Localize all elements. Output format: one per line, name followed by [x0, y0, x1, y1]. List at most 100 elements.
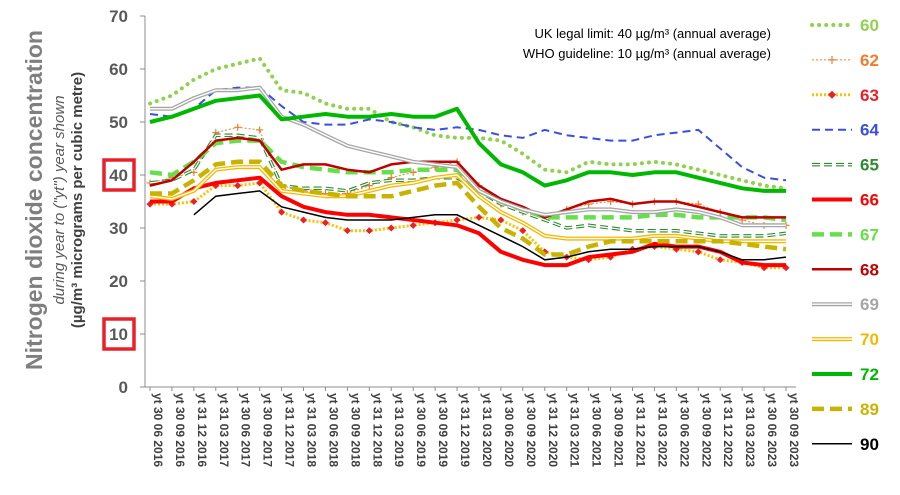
legend-label: 90 [860, 435, 879, 454]
series-72 [149, 93, 786, 193]
legend-item-70: 70 [812, 330, 879, 349]
y-tick-label: 30 [109, 219, 128, 238]
legend-label: 60 [860, 16, 879, 35]
point-63 [278, 208, 286, 216]
x-tick-label: yt 31 03 2019 [392, 393, 406, 467]
legend-item-66: 66 [812, 191, 879, 210]
legend-label: 70 [860, 330, 879, 349]
x-tick-label: yt 31 03 2017 [217, 393, 231, 467]
who-guideline-note: WHO guideline: 10 µg/m³ (annual average) [523, 46, 771, 61]
x-tick-label: yt 31 12 2019 [458, 393, 472, 467]
point-63 [300, 216, 308, 224]
point-63 [321, 219, 329, 227]
point-62 [409, 168, 417, 176]
x-tick-label: yt 30 06 2018 [326, 393, 340, 467]
x-tick-label: yt 31 03 2022 [655, 393, 669, 467]
x-tick-label: yt 31 12 2016 [195, 393, 209, 467]
series-line-63 [150, 181, 786, 270]
x-tick-label: yt 30 06 2022 [677, 393, 691, 467]
legend-item-89: 89 [812, 400, 879, 419]
point-62 [234, 123, 242, 131]
y-axis-subtitle: during year to ("yt") year shown [51, 95, 68, 304]
legend-item-64: 64 [812, 121, 879, 140]
legend-label: 64 [860, 121, 879, 140]
x-tick-label: yt 31 03 2018 [305, 393, 319, 467]
point-63 [190, 198, 198, 205]
legend-label: 62 [860, 51, 879, 70]
series-70 [149, 165, 786, 244]
point-63 [497, 216, 505, 224]
x-tick-label: yt 30 09 2023 [787, 393, 801, 467]
legend-marker [828, 90, 836, 99]
point-63 [365, 227, 373, 235]
legend-item-90: 90 [812, 435, 879, 454]
x-tick-label: yt 30 09 2020 [524, 393, 538, 467]
point-63 [694, 248, 702, 256]
series-68 [149, 136, 786, 219]
legend-label: 72 [860, 365, 879, 384]
legend-item-63: 63 [812, 86, 879, 105]
y-tick-label: 50 [109, 113, 128, 132]
series-line-inner-70 [149, 166, 786, 242]
series-line-60 [148, 56, 788, 191]
y-tick-label: 10 [109, 325, 128, 344]
x-tick-label: yt 30 06 2017 [239, 393, 253, 467]
x-tick-label: yt 30 09 2016 [173, 393, 187, 467]
series-line-90 [193, 190, 787, 261]
legend-item-62: 62 [812, 51, 879, 70]
limit-highlight-box [102, 158, 136, 192]
x-tick-label: yt 31 12 2022 [721, 393, 735, 467]
x-tick-label: yt 31 03 2023 [743, 393, 757, 467]
x-tick-label: yt 31 12 2020 [546, 393, 560, 467]
y-tick-label: 70 [109, 7, 128, 26]
legend: 60 62 63 64 65 66 67 68 69 70 72 89 90 [810, 16, 879, 454]
series-line-inner-69 [150, 86, 786, 226]
series-line-68 [149, 136, 786, 219]
x-tick-label: yt 30 06 2023 [765, 393, 779, 467]
series-line-72 [149, 93, 786, 193]
series-line-89 [150, 159, 787, 257]
point-63 [716, 256, 724, 264]
x-tick-label: yt 30 09 2017 [261, 393, 275, 467]
point-63 [519, 227, 527, 235]
x-tick-label: yt 30 06 2021 [590, 393, 604, 467]
plot-area [146, 56, 790, 272]
series-69 [150, 85, 786, 228]
x-tick-label: yt 31 12 2021 [633, 393, 647, 467]
legend-item-65: 65 [812, 156, 879, 175]
series-66 [150, 175, 786, 268]
point-63 [453, 216, 461, 224]
series-60 [148, 56, 788, 191]
y-tick-label: 40 [109, 166, 128, 185]
x-tick-label: yt 30 09 2018 [348, 393, 362, 467]
legend-label: 63 [860, 86, 879, 105]
y-tick-label: 20 [109, 272, 128, 291]
legend-item-67: 67 [812, 225, 879, 244]
x-tick-label: yt 30 06 2016 [151, 393, 165, 467]
x-tick-label: yt 31 03 2020 [480, 393, 494, 467]
x-tick-label: yt 31 12 2018 [370, 393, 384, 467]
y-tick-label: 0 [119, 378, 128, 397]
x-tick-label: yt 31 03 2021 [568, 393, 582, 467]
point-63 [409, 221, 417, 229]
legend-item-68: 68 [812, 260, 879, 279]
x-tick-label: yt 30 06 2019 [414, 393, 428, 467]
x-tick-label: yt 31 12 2017 [283, 393, 297, 467]
y-axis-title: Nitrogen dioxide concentration [21, 30, 47, 370]
point-63 [387, 224, 395, 232]
point-62 [256, 126, 264, 134]
series-90 [193, 190, 787, 261]
series-line-66 [150, 175, 786, 268]
x-tick-label: yt 30 09 2021 [612, 393, 626, 467]
x-tick-label: yt 30 06 2020 [502, 393, 516, 467]
x-axis-ticks: yt 30 06 2016 yt 30 09 2016 yt 31 12 2016 y… [149, 387, 801, 467]
legend-item-69: 69 [812, 295, 879, 314]
y-tick-label: 60 [109, 60, 128, 79]
x-tick-label: yt 30 09 2022 [699, 393, 713, 467]
legend-label: 69 [860, 295, 879, 314]
legend-item-72: 72 [812, 365, 879, 384]
limit-highlight-box [102, 317, 136, 351]
point-63 [234, 182, 242, 190]
y-axis-ticks: 0 10 20 30 40 50 60 70 [102, 7, 145, 397]
